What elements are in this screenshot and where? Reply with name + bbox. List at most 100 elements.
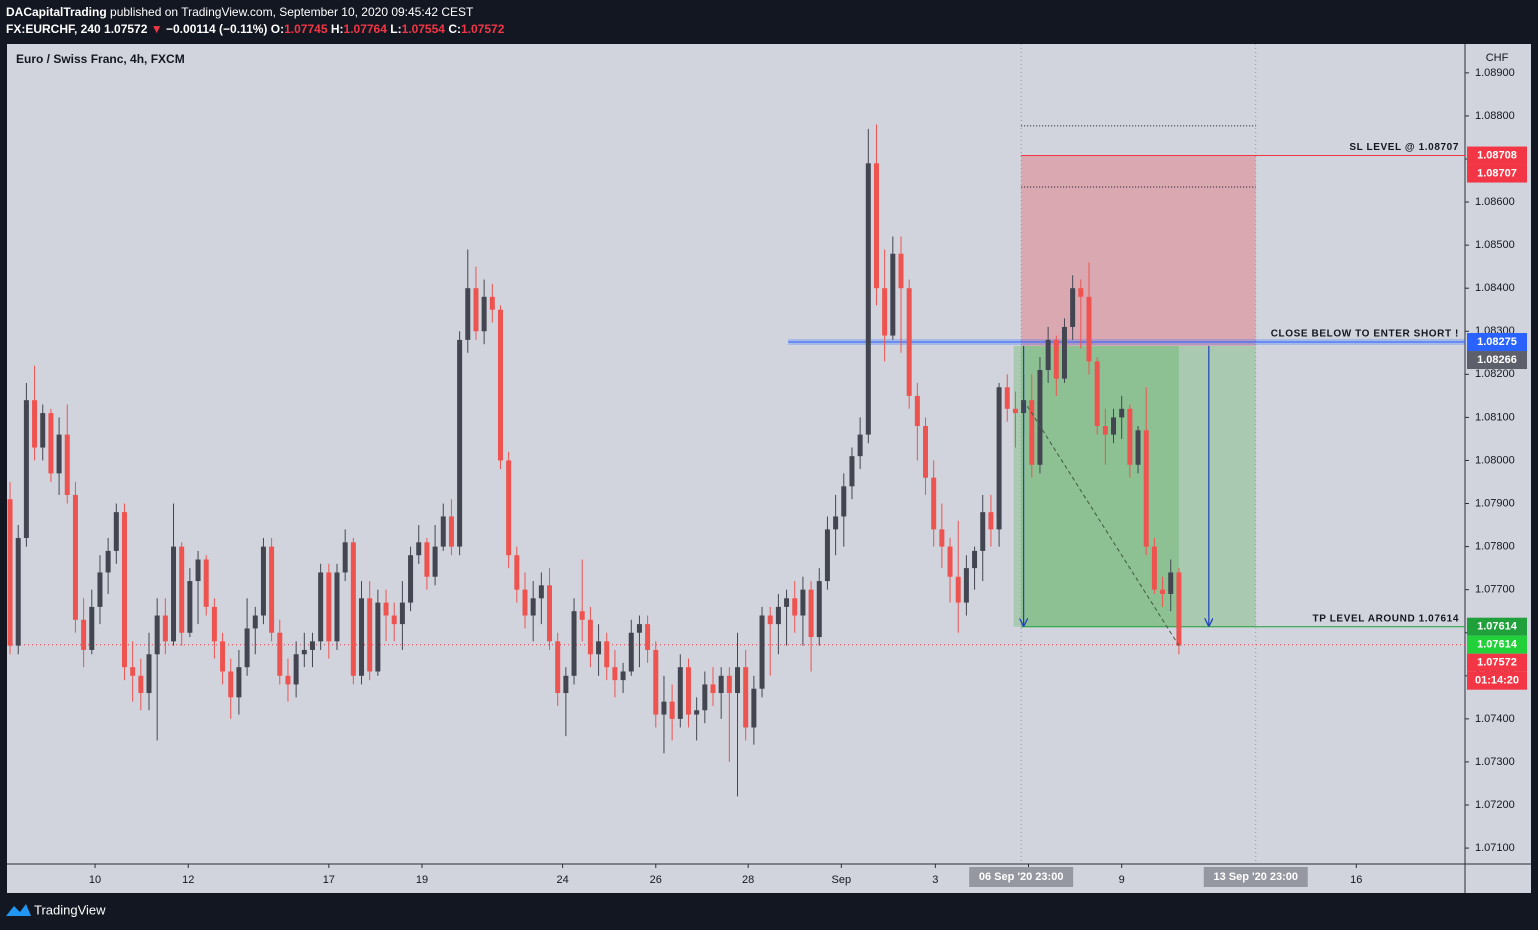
candle-body (89, 606, 95, 650)
candle-body (236, 667, 242, 698)
candle-body (260, 546, 266, 616)
candle-body (522, 589, 528, 616)
arrow: ▼ (150, 22, 163, 36)
candle-body (1078, 288, 1084, 297)
candle-body (677, 667, 683, 719)
candle-body (947, 546, 953, 577)
candle-body (882, 288, 888, 336)
price-tag-label: 1.08275 (1477, 336, 1517, 348)
author: DACapitalTrading (6, 5, 107, 19)
candle-body (1053, 339, 1059, 379)
candle-body (64, 434, 70, 495)
candle-body (923, 426, 929, 478)
price-tag-label: 1.08707 (1477, 167, 1517, 179)
candle-body (1143, 430, 1149, 547)
candle-body (628, 632, 634, 672)
candle-body (612, 667, 618, 681)
candle-body (465, 288, 471, 340)
candle-body (334, 572, 340, 642)
candle-body (72, 494, 78, 620)
candle-body (48, 413, 54, 474)
y-tick-label: 1.07800 (1475, 541, 1515, 553)
candle-body (800, 589, 806, 616)
y-tick-label: 1.08200 (1475, 368, 1515, 380)
candle-body (130, 667, 136, 676)
x-tick-label: 19 (416, 874, 428, 886)
candle-body (497, 309, 503, 461)
candle-body (514, 555, 520, 590)
x-tick-label: 24 (556, 874, 568, 886)
publish-line: DACapitalTrading published on TradingVie… (6, 5, 473, 19)
candle-body (906, 288, 912, 396)
price-tag-label: 1.07572 (1477, 657, 1517, 669)
candle-body (972, 550, 978, 569)
candle-body (1070, 288, 1076, 327)
candle-body (375, 602, 381, 672)
published: published on TradingView.com, September … (110, 5, 474, 19)
footer-brand: TradingView (34, 902, 106, 917)
o-label: O: (270, 22, 285, 36)
price-tag (1467, 671, 1527, 690)
y-tick-label: 1.07300 (1475, 756, 1515, 768)
candle-body (792, 598, 798, 616)
candle-body (342, 542, 348, 573)
time-tag-label: 13 Sep '20 23:00 (1213, 871, 1298, 883)
candle-body (931, 477, 937, 530)
price-tag (1467, 146, 1527, 165)
candle-body (1094, 361, 1100, 427)
candle-body (1151, 546, 1157, 590)
candle-body (743, 667, 749, 728)
time-tag (1203, 867, 1308, 887)
price-tag (1467, 653, 1527, 672)
candle-body (751, 688, 757, 728)
c-label: C: (448, 22, 461, 36)
candle-body (1086, 296, 1092, 362)
candle-body (228, 671, 234, 698)
candle-body (571, 611, 577, 676)
candle-body (1127, 408, 1133, 465)
candle-body (97, 572, 103, 607)
candle-body (759, 615, 765, 689)
candle-body (399, 602, 405, 625)
candle-body (293, 654, 299, 685)
candle-body (424, 542, 430, 577)
candle-body (408, 555, 414, 603)
candle-body (318, 572, 324, 642)
candle-body (1119, 408, 1125, 418)
candle-body (301, 649, 307, 655)
candle-body (15, 537, 21, 646)
candle-body (252, 615, 258, 629)
candle-body (718, 675, 724, 694)
candle-body (685, 667, 691, 715)
footer-logo (6, 904, 31, 916)
y-tick-label: 1.08100 (1475, 411, 1515, 423)
candle-body (1135, 430, 1141, 465)
candle-body (32, 400, 38, 448)
candle-body (367, 598, 373, 672)
candle-body (775, 606, 781, 625)
plot: SL LEVEL @ 1.08707 CLOSE BELOW TO ENTER S… (7, 44, 1527, 887)
candle-body (538, 585, 544, 599)
candle-body (808, 589, 814, 638)
x-tick-label: 12 (182, 874, 194, 886)
stop-zone (1021, 155, 1256, 346)
symbol: FX:EURCHF, 240 (6, 22, 101, 36)
candle-body (710, 684, 716, 694)
candle-body (661, 701, 667, 715)
candle-body (285, 675, 291, 685)
candle-body (939, 529, 945, 547)
candle-body (432, 546, 438, 577)
candle-body (179, 546, 185, 633)
l-value: 1.07554 (401, 22, 445, 36)
target-zone (1021, 345, 1256, 627)
y-tick-label: 1.08800 (1475, 110, 1515, 122)
candle-body (277, 632, 283, 676)
candle-body (955, 576, 961, 603)
x-tick-label: 3 (932, 874, 938, 886)
candle-body (596, 641, 602, 655)
candle-body (579, 611, 585, 620)
candle-body (81, 619, 87, 650)
x-tick-label: 16 (1350, 874, 1362, 886)
chart-title: Euro / Swiss Franc, 4h, FXCM (16, 52, 185, 66)
y-tick-label: 1.07900 (1475, 497, 1515, 509)
